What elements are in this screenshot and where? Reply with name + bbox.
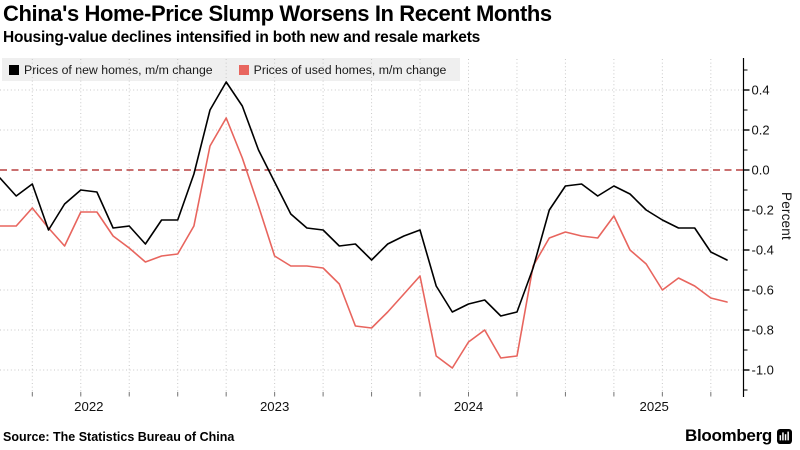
legend: Prices of new homes, m/m change Prices o… — [2, 58, 461, 81]
source-note: Source: The Statistics Bureau of China — [3, 430, 235, 444]
y-axis-tick-label: 0.4 — [752, 83, 770, 98]
y-axis-tick-label: -0.2 — [752, 203, 774, 218]
y-axis-tick-label: 0.2 — [752, 123, 770, 138]
legend-label-used-homes: Prices of used homes, m/m change — [253, 62, 447, 77]
bloomberg-brand: Bloomberg — [685, 426, 792, 446]
legend-item-new-homes: Prices of new homes, m/m change — [9, 63, 213, 77]
legend-label-new-homes: Prices of new homes, m/m change — [24, 62, 213, 77]
chart-subtitle: Housing-value declines intensified in bo… — [3, 29, 481, 46]
y-axis-title: Percent — [779, 192, 794, 240]
x-axis-year-label: 2023 — [260, 399, 289, 414]
x-axis-year-label: 2022 — [74, 399, 103, 414]
y-axis-tick-label: -0.8 — [752, 323, 774, 338]
used-homes-swatch-icon — [238, 64, 249, 75]
used-homes-line — [0, 117, 728, 369]
new-homes-line — [0, 81, 728, 317]
page-title: China's Home-Price Slump Worsens In Rece… — [3, 1, 552, 26]
legend-item-used-homes: Prices of used homes, m/m change — [238, 62, 447, 77]
y-axis-tick-label: -0.6 — [752, 283, 774, 298]
y-axis-tick-label: -0.4 — [752, 243, 774, 258]
y-axis-tick-label: -1.0 — [752, 363, 774, 378]
y-axis-tick-label: 0.0 — [752, 163, 770, 178]
bloomberg-wordmark: Bloomberg — [684, 426, 772, 445]
x-axis-year-label: 2024 — [454, 399, 483, 414]
bloomberg-terminal-icon — [777, 428, 792, 444]
new-homes-swatch-icon — [9, 64, 19, 75]
x-axis-year-label: 2025 — [640, 399, 669, 414]
